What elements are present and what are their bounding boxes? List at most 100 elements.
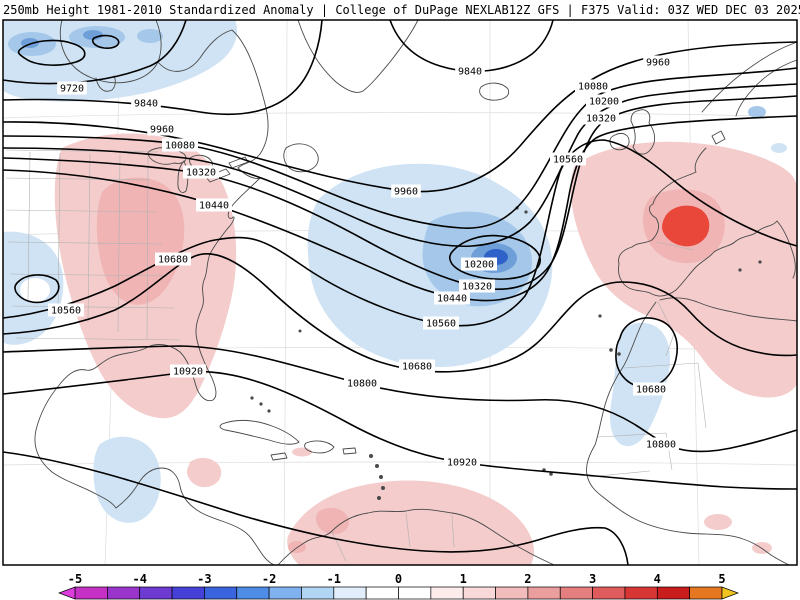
political-border — [597, 432, 667, 438]
colorbar-segment — [139, 586, 173, 600]
contour-label-halo — [196, 198, 232, 212]
colorbar-segment — [236, 586, 270, 600]
contour-label-halo — [459, 279, 495, 293]
contour-label: 10680 — [402, 362, 432, 373]
colorbar-segment — [106, 586, 141, 600]
height-contour-line — [2, 252, 798, 373]
island-dot — [598, 314, 602, 318]
contour-label: 9960 — [150, 125, 174, 136]
contour-label-halo — [162, 138, 198, 152]
graticule-line — [283, 19, 288, 566]
political-border — [5, 149, 159, 153]
colorbar-segment — [204, 586, 238, 600]
coastline-path — [95, 75, 116, 92]
coastline-path — [59, 19, 162, 84]
contour-label: 10920 — [447, 458, 477, 469]
coastlines — [34, 19, 798, 566]
colorbar-segment — [624, 586, 658, 600]
contour-label-halo — [461, 257, 497, 271]
anomaly-shade-region — [83, 30, 103, 40]
colorbar-segment — [365, 586, 399, 600]
political-border — [7, 241, 163, 245]
island-dot — [609, 348, 613, 352]
contour-label-halo — [399, 359, 435, 373]
coastline-path — [34, 177, 275, 566]
contour-label-halo — [444, 455, 480, 469]
title-bar: 250mb Height 1981-2010 Standardized Anom… — [0, 0, 800, 20]
anomaly-shade-region — [292, 447, 312, 457]
contour-label-halo — [633, 382, 669, 396]
colorbar-segment — [171, 586, 205, 600]
colorbar-tick-label: 0 — [395, 572, 402, 586]
contour-label-halo — [423, 316, 459, 330]
coastline-path — [297, 19, 419, 93]
coastline-path — [283, 143, 319, 173]
height-contour-line — [17, 39, 86, 66]
contour-label: 10800 — [646, 440, 676, 451]
contour-label: 10080 — [578, 82, 608, 93]
colorbar-segment — [527, 586, 561, 600]
island-dot — [758, 260, 762, 264]
colorbar-tick-label: 4 — [654, 572, 661, 586]
political-border — [405, 512, 411, 548]
contour-label-halo — [57, 81, 87, 95]
coastline-path — [304, 440, 335, 454]
coastline-path — [609, 132, 630, 151]
contour-label: 9960 — [646, 58, 670, 69]
contour-label: 10320 — [586, 114, 616, 125]
anomaly-shade-region — [20, 278, 50, 302]
contour-label-halo — [131, 96, 161, 110]
colorbar-segment — [333, 586, 367, 600]
coastline-path — [270, 452, 288, 461]
height-contour-line — [615, 317, 678, 388]
contour-label: 10320 — [186, 168, 216, 179]
coastline-path — [157, 29, 269, 169]
contour-label-halo — [344, 376, 380, 390]
political-border — [27, 151, 31, 301]
island-dot — [259, 402, 263, 406]
contour-label: 10200 — [589, 97, 619, 108]
colorbar-right-arrow — [721, 586, 739, 600]
island-dot — [381, 486, 385, 490]
colorbar-segment — [559, 586, 593, 600]
contour-label: 10440 — [437, 294, 467, 305]
colorbar-tick-label: 1 — [460, 572, 467, 586]
contour-label-halo — [583, 111, 619, 125]
contour-label: 10080 — [165, 141, 195, 152]
colorbar-segment — [398, 586, 432, 600]
contour-label: 10560 — [51, 306, 81, 317]
contour-label-halo — [434, 291, 470, 305]
contour-label: 10920 — [173, 367, 203, 378]
anomaly-shade-region — [704, 514, 732, 530]
coastline-path — [630, 109, 656, 155]
contour-label-halo — [550, 152, 586, 166]
anomaly-shade-region — [137, 29, 163, 43]
island-dot — [250, 396, 254, 400]
coastline-path — [701, 41, 798, 113]
height-contour-line — [91, 34, 120, 49]
anomaly-shade-region — [287, 480, 534, 565]
contour-label-halo — [586, 94, 622, 108]
island-dot — [377, 496, 381, 500]
anomaly-shade-region — [186, 457, 222, 488]
coastline-path — [659, 297, 798, 322]
contour-label-halo — [391, 184, 421, 198]
anomaly-shade-region — [315, 507, 350, 535]
contour-label-halo — [643, 437, 679, 451]
state-country-borders — [5, 149, 707, 562]
contour-label: 10560 — [426, 319, 456, 330]
colorbar-tick-label: -2 — [262, 572, 276, 586]
political-border — [15, 337, 181, 341]
colorbar-segment — [689, 586, 723, 600]
contour-labels: 9720984099601008010320104401068010560109… — [48, 55, 679, 469]
island-dot — [738, 268, 742, 272]
anomaly-shade-region — [748, 106, 766, 118]
political-border — [655, 241, 695, 251]
island-dot — [375, 464, 379, 468]
colorbar-left-arrow — [58, 586, 76, 600]
map-frame — [2, 19, 798, 566]
contour-label-halo — [183, 165, 219, 179]
map-title-left: 250mb Height 1981-2010 Standardized Anom… — [3, 3, 509, 17]
